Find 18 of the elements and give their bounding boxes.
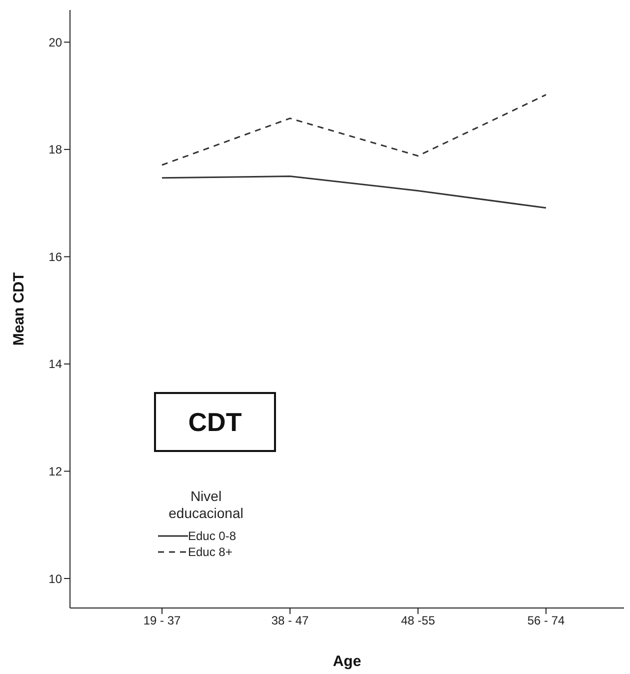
- y-tick-label: 20: [48, 35, 62, 50]
- y-tick-label: 18: [48, 142, 62, 157]
- line-series: [161, 94, 547, 166]
- legend-label: Educ 0-8: [188, 529, 236, 543]
- x-tick-label: 56 - 74: [527, 614, 566, 628]
- x-tick-label: 48 -55: [400, 614, 436, 628]
- y-tick-label: 14: [48, 357, 62, 372]
- x-axis-title: Age: [332, 653, 362, 670]
- legend-label: Educ 8+: [188, 545, 232, 559]
- line-series: [161, 176, 547, 209]
- x-tick-label: 19 - 37: [143, 614, 182, 628]
- y-axis-title: Mean CDT: [10, 272, 28, 346]
- y-tick-label: 10: [48, 572, 62, 586]
- legend-title: Nivel educacional: [168, 488, 244, 522]
- x-tick-label: 38 - 47: [271, 614, 310, 628]
- y-tick-label: 12: [48, 464, 62, 478]
- annotation: CDT: [154, 392, 276, 452]
- y-tick-label: 16: [48, 250, 62, 264]
